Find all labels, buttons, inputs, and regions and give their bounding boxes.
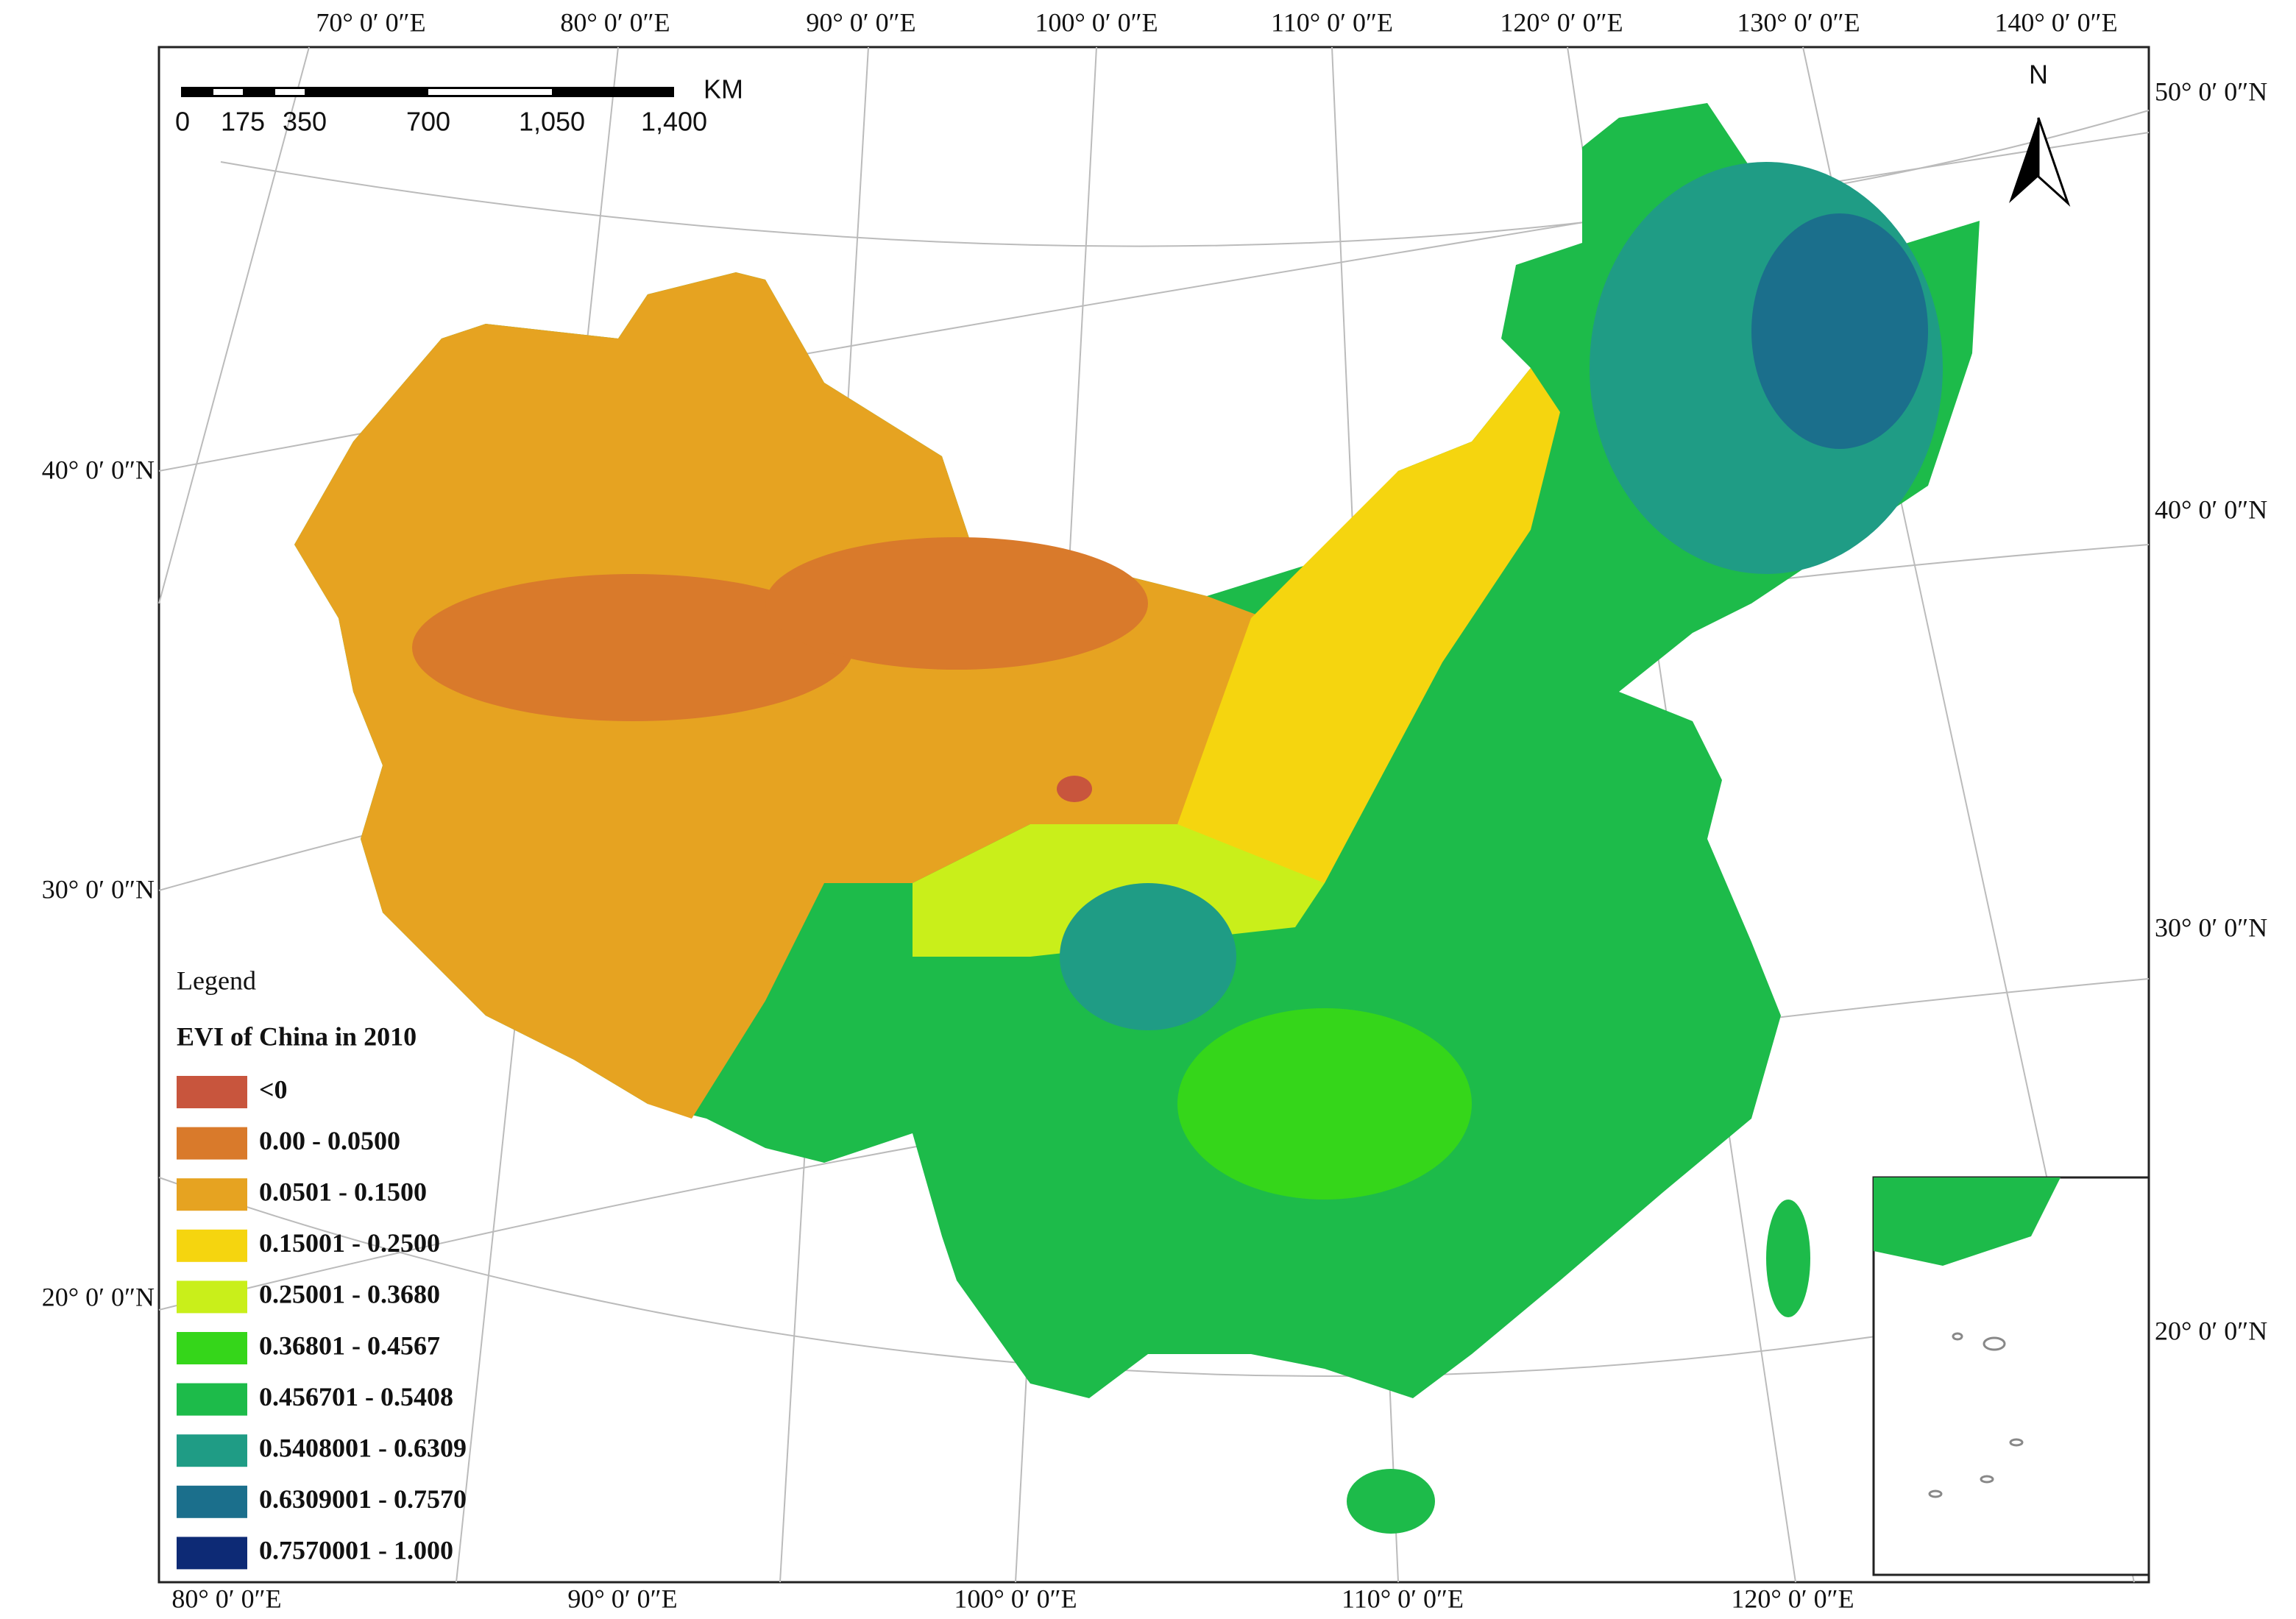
longitude-label: 80° 0′ 0″E — [560, 7, 670, 37]
scale-label: 700 — [406, 107, 450, 137]
legend-title: Legend — [177, 966, 256, 995]
legend-label: <0 — [259, 1074, 288, 1104]
legend-label: 0.36801 - 0.4567 — [259, 1331, 440, 1360]
longitude-label: 80° 0′ 0″E — [171, 1584, 281, 1613]
latitude-label: 40° 0′ 0″N — [42, 455, 155, 484]
legend-label: 0.0501 - 0.1500 — [259, 1177, 427, 1206]
latitude-label: 20° 0′ 0″N — [42, 1282, 155, 1311]
forest — [1060, 883, 1236, 1030]
legend-swatch — [177, 1076, 247, 1108]
latitude-label: 30° 0′ 0″N — [42, 874, 155, 904]
island — [1952, 1332, 1963, 1341]
north-label: N — [2029, 60, 2048, 90]
legend-label: 0.456701 - 0.5408 — [259, 1382, 453, 1411]
legend-subtitle: EVI of China in 2010 — [177, 1021, 417, 1051]
legend-label: 0.25001 - 0.3680 — [259, 1280, 440, 1309]
northeast-forest — [1751, 213, 1928, 449]
transition-zone — [1177, 368, 1560, 883]
legend-swatch — [177, 1178, 247, 1211]
latitude-label: 20° 0′ 0″N — [2155, 1316, 2267, 1345]
legend-swatch — [177, 1280, 247, 1314]
legend-swatch — [177, 1229, 247, 1262]
parallel — [158, 1177, 2150, 1377]
taiwan — [1766, 1200, 1810, 1317]
basin — [412, 574, 854, 721]
inset-islands — [1928, 1332, 2024, 1498]
longitude-label: 70° 0′ 0″E — [316, 7, 425, 37]
legend-label: 0.00 - 0.0500 — [259, 1126, 400, 1155]
legend-swatch — [177, 1434, 247, 1467]
scale-label: 1,050 — [519, 107, 585, 137]
legend-swatch — [177, 1383, 247, 1416]
legend-label: 0.7570001 - 1.000 — [259, 1536, 453, 1565]
north-arrow-left — [2009, 118, 2038, 203]
longitude-label: 100° 0′ 0″E — [954, 1584, 1077, 1613]
longitude-label: 110° 0′ 0″E — [1342, 1584, 1464, 1613]
meridian — [158, 46, 310, 604]
scale-bar-segment — [428, 89, 552, 95]
legend-swatch — [177, 1485, 247, 1518]
north-arrow-right — [2037, 117, 2071, 207]
latitude-label: 40° 0′ 0″N — [2155, 495, 2267, 524]
evi-raster — [294, 103, 1980, 1534]
hainan — [1347, 1469, 1435, 1534]
longitude-label: 140° 0′ 0″E — [1994, 7, 2117, 37]
longitude-label: 90° 0′ 0″E — [806, 7, 915, 37]
scale-unit: KM — [704, 74, 743, 104]
island — [1928, 1489, 1943, 1498]
scale-bar-body — [181, 87, 674, 97]
legend-swatch — [177, 1332, 247, 1364]
parallel — [220, 110, 2150, 247]
island — [1980, 1475, 1994, 1484]
island — [2009, 1438, 2024, 1447]
scale-bar-segment — [275, 89, 305, 95]
legend-label: 0.15001 - 0.2500 — [259, 1228, 440, 1258]
forest — [1177, 1008, 1472, 1200]
longitude-label: 120° 0′ 0″E — [1731, 1584, 1854, 1613]
scale-label: 1,400 — [641, 107, 707, 137]
longitude-label: 120° 0′ 0″E — [1500, 7, 1623, 37]
scale-label: 175 — [221, 107, 265, 137]
legend-swatch — [177, 1127, 247, 1160]
north-arrow — [2009, 117, 2071, 207]
inset-coast — [1874, 1177, 2061, 1266]
longitude-label: 110° 0′ 0″E — [1271, 7, 1393, 37]
scale-bar — [181, 87, 674, 97]
desert — [765, 537, 1148, 670]
legend-label: 0.5408001 - 0.6309 — [259, 1433, 467, 1462]
longitude-label: 130° 0′ 0″E — [1737, 7, 1860, 37]
latitude-label: 30° 0′ 0″N — [2155, 913, 2267, 942]
legend-swatch — [177, 1537, 247, 1570]
scale-bar-segment — [213, 89, 243, 95]
scale-label: 350 — [283, 107, 327, 137]
island — [1983, 1336, 2006, 1351]
latitude-label: 50° 0′ 0″N — [2155, 77, 2267, 106]
scale-label: 0 — [175, 107, 190, 137]
lake — [1057, 776, 1092, 802]
longitude-label: 100° 0′ 0″E — [1035, 7, 1158, 37]
longitude-label: 90° 0′ 0″E — [567, 1584, 677, 1613]
legend-label: 0.6309001 - 0.7570 — [259, 1484, 467, 1514]
